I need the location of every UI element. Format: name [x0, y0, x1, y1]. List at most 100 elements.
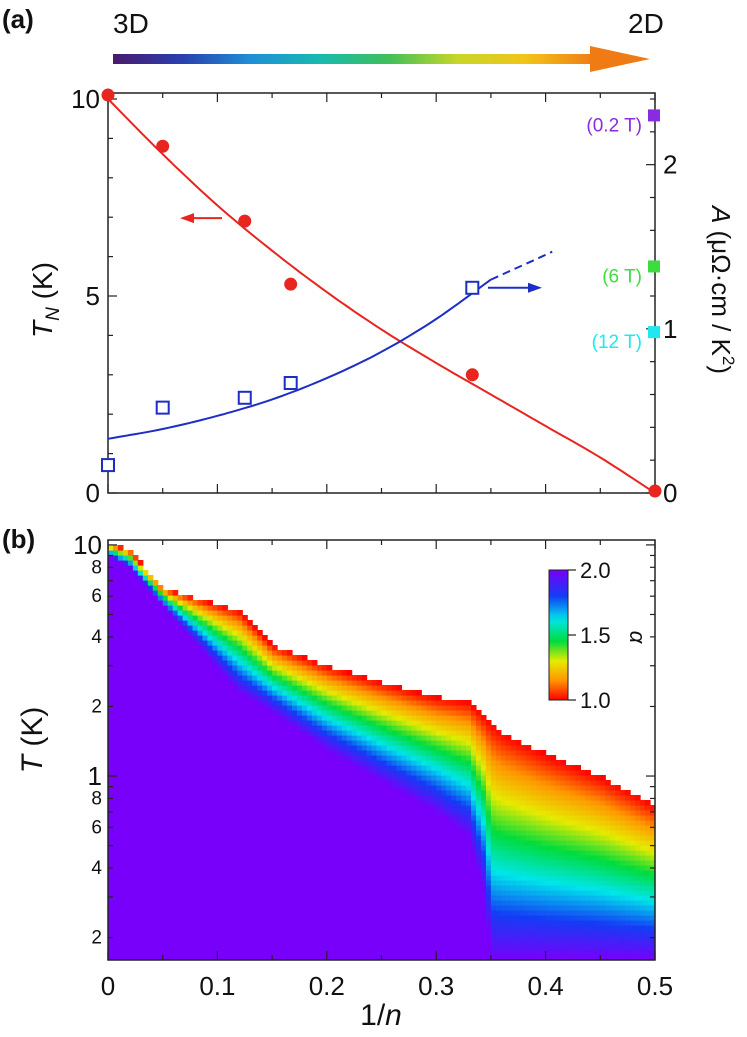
heatmap-cell	[361, 820, 368, 826]
heatmap-cell	[157, 600, 164, 606]
left-tick-label: 5	[86, 281, 100, 311]
heatmap-cell	[257, 655, 263, 661]
heatmap-cell	[227, 765, 233, 771]
heatmap-cell	[122, 810, 129, 816]
heatmap-cell	[485, 880, 492, 886]
heatmap-cell	[252, 660, 258, 666]
heatmap-cell	[197, 880, 204, 886]
heatmap-cell	[306, 890, 313, 896]
heatmap-cell	[282, 925, 288, 931]
heatmap-cell	[108, 905, 114, 911]
heatmap-cell	[167, 955, 174, 960]
heatmap-cell	[127, 615, 134, 621]
heatmap-cell	[471, 950, 477, 956]
heatmap-cell	[162, 800, 169, 806]
heatmap-cell	[187, 745, 194, 751]
heatmap-cell	[321, 895, 328, 901]
heatmap-cell	[162, 710, 169, 716]
heatmap-cell	[316, 750, 323, 756]
heatmap-cell	[257, 910, 263, 916]
heatmap-cell	[117, 695, 124, 701]
heatmap-cell	[242, 695, 248, 701]
heatmap-cell	[167, 845, 174, 851]
heatmap-cell	[217, 820, 223, 826]
heatmap-cell	[461, 820, 467, 826]
heatmap-cell	[247, 780, 253, 786]
heatmap-cell	[480, 845, 487, 851]
heatmap-cell	[371, 855, 378, 861]
heatmap-cell	[227, 640, 233, 646]
heatmap-cell	[177, 935, 184, 941]
heatmap-cell	[406, 845, 412, 851]
heatmap-cell	[212, 630, 218, 636]
heatmap-cell	[147, 635, 154, 641]
heatmap-cell	[316, 865, 323, 871]
heatmap-cell	[187, 870, 194, 876]
heatmap-cell	[152, 625, 159, 631]
heatmap-cell	[262, 780, 268, 786]
heatmap-cell	[197, 900, 204, 906]
heatmap-cell	[316, 805, 323, 811]
heatmap-cell	[386, 690, 393, 696]
heatmap-cell	[142, 850, 149, 856]
heatmap-cell	[336, 670, 343, 676]
heatmap-cell	[416, 755, 422, 761]
heatmap-cell	[142, 795, 149, 801]
heatmap-cell	[157, 715, 164, 721]
heatmap-cell	[416, 740, 422, 746]
heatmap-cell	[386, 860, 393, 866]
heatmap-cell	[137, 685, 144, 691]
heatmap-cell	[217, 840, 223, 846]
heatmap-cell	[172, 900, 179, 906]
heatmap-cell	[296, 905, 303, 911]
heatmap-cell	[381, 790, 388, 796]
heatmap-cell	[396, 870, 402, 876]
heatmap-cell	[257, 870, 263, 876]
heatmap-cell	[416, 940, 422, 946]
heatmap-cell	[137, 560, 144, 566]
heatmap-cell	[262, 915, 268, 921]
heatmap-cell	[167, 935, 174, 941]
heatmap-cell	[426, 915, 432, 921]
heatmap-cell	[162, 730, 169, 736]
heatmap-cell	[257, 730, 263, 736]
heatmap-cell	[351, 715, 358, 721]
heatmap-cell	[471, 925, 477, 931]
heatmap-cell	[232, 690, 238, 696]
heatmap-cell	[421, 780, 427, 786]
heatmap-cell	[282, 905, 288, 911]
heatmap-cell	[167, 945, 174, 951]
heatmap-cell	[222, 775, 228, 781]
a-fit-dashed-extension	[490, 250, 553, 281]
heatmap-cell	[401, 935, 407, 941]
heatmap-cell	[480, 840, 487, 846]
heatmap-cell	[331, 935, 338, 941]
heatmap-cell	[177, 770, 184, 776]
heatmap-cell	[485, 950, 492, 956]
heatmap-cell	[282, 725, 288, 731]
heatmap-cell	[212, 780, 218, 786]
heatmap-cell	[296, 680, 303, 686]
heatmap-cell	[416, 955, 422, 960]
heatmap-cell	[202, 890, 209, 896]
heatmap-cell	[137, 610, 144, 616]
heatmap-cell	[212, 615, 218, 621]
heatmap-cell	[127, 585, 134, 591]
heatmap-cell	[316, 685, 323, 691]
heatmap-cell	[291, 915, 298, 921]
heatmap-cell	[426, 935, 432, 941]
heatmap-cell	[172, 705, 179, 711]
heatmap-cell	[381, 725, 388, 731]
heatmap-cell	[391, 765, 398, 771]
heatmap-cell	[112, 875, 119, 881]
heatmap-cell	[247, 790, 253, 796]
heatmap-cell	[466, 905, 472, 911]
heatmap-cell	[147, 820, 154, 826]
heatmap-cell	[341, 915, 348, 921]
heatmap-cell	[232, 620, 238, 626]
heatmap-cell	[291, 800, 298, 806]
heatmap-cell	[296, 795, 303, 801]
heatmap-cell	[152, 790, 159, 796]
heatmap-cell	[356, 910, 363, 916]
heatmap-cell	[152, 700, 159, 706]
